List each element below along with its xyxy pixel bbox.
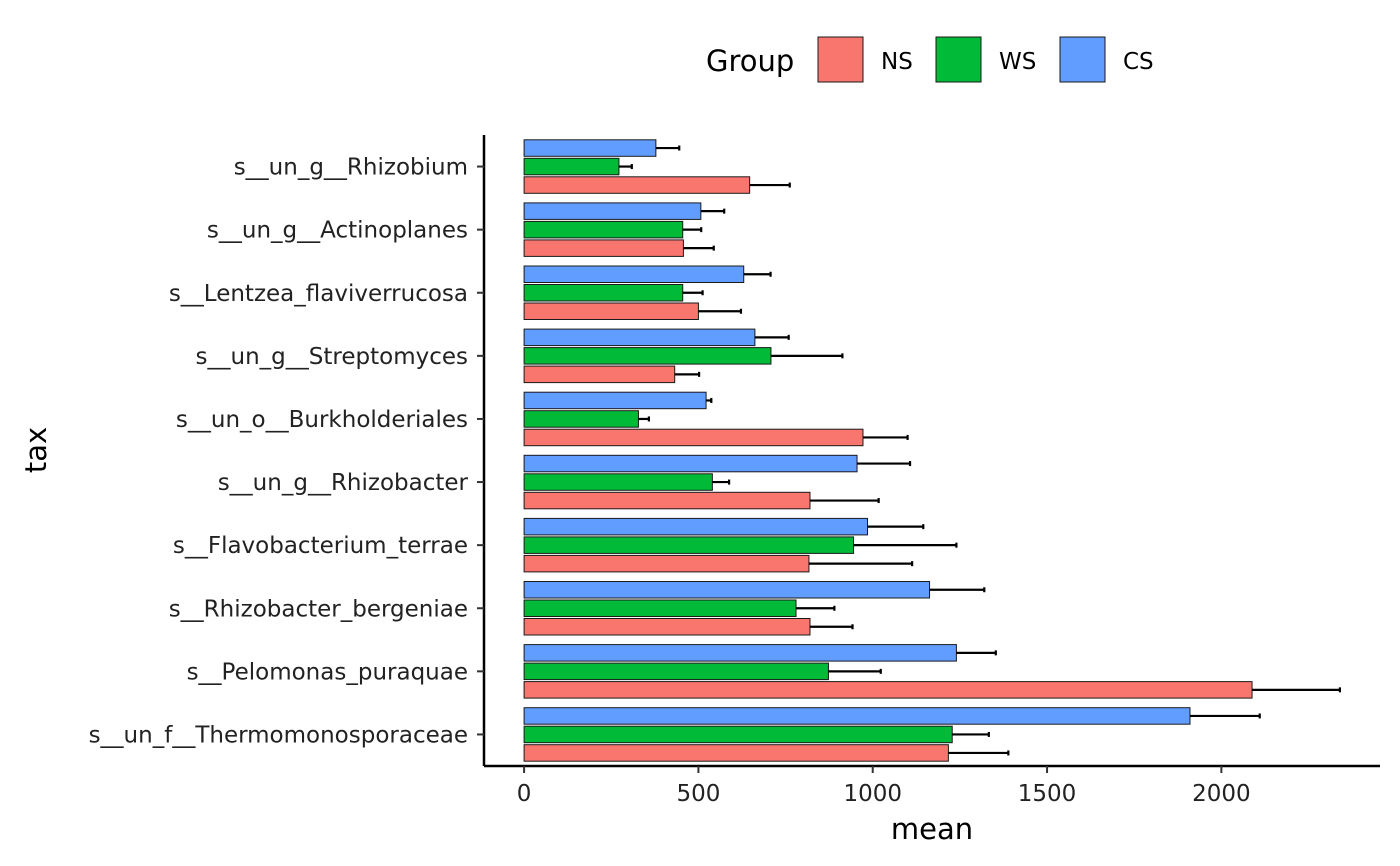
bar-NS [523,554,810,573]
bar-CS [523,391,707,410]
bar-WS [523,220,684,239]
y-tick-label: s__Flavobacterium_terrae [173,533,468,559]
bar-NS [523,302,699,320]
bar-CS [523,581,931,599]
x-tick-label: 0 [517,781,532,807]
bar-WS [523,725,953,744]
legend-label-NS: NS [881,49,913,75]
y-axis-title: tax [19,427,53,473]
y-tick-label: s__Rhizobacter_bergeniae [169,596,468,622]
bar-NS [523,365,676,384]
bar-CS [523,139,657,157]
legend-swatch-NS [817,36,864,83]
y-tick-label: s__un_g__Streptomyces [196,344,468,370]
bar-WS [523,284,684,302]
legend-swatch-WS [935,36,982,83]
bar-NS [523,239,684,257]
legend-swatch-CS [1059,36,1106,83]
y-tick-label: s__Pelomonas_puraquae [187,659,468,685]
bar-WS [523,473,713,491]
x-tick-label: 2000 [1192,781,1251,807]
legend-label-WS: WS [999,49,1036,75]
bar-WS [523,599,797,617]
bar-WS [523,536,855,554]
x-tick-label: 1500 [1018,781,1077,807]
bar-NS [523,744,949,762]
legend-title: Group [706,44,794,78]
x-tick-label: 500 [676,781,720,807]
bar-NS [523,618,811,636]
bar-NS [523,681,1253,699]
bar-CS [523,454,858,473]
bar-WS [523,157,620,176]
bar-CS [523,644,957,662]
bar-NS [523,428,864,447]
bar-NS [523,176,751,194]
bar-WS [523,410,639,428]
bar-NS [523,491,811,510]
bar-CS [523,328,756,347]
bar-CS [523,265,745,283]
bar-CS [523,517,869,536]
bar-CS [523,202,702,220]
legend-label-CS: CS [1123,49,1154,75]
x-tick-label: 1000 [843,781,902,807]
y-tick-label: s__un_o__Burkholderiales [176,407,468,433]
y-tick-label: s__un_f__Thermomonosporaceae [89,722,468,748]
bar-WS [523,662,829,681]
y-tick-label: s__un_g__Actinoplanes [207,218,468,244]
y-tick-label: s__un_g__Rhizobacter [218,470,469,496]
x-axis-title: mean [891,812,973,846]
y-tick-label: s__Lentzea_flaviverrucosa [169,281,468,307]
legend: Group NS WS CS [706,36,1154,83]
bar-WS [523,347,772,365]
bar-CS [523,707,1191,725]
y-tick-label: s__un_g__Rhizobium [234,155,468,181]
